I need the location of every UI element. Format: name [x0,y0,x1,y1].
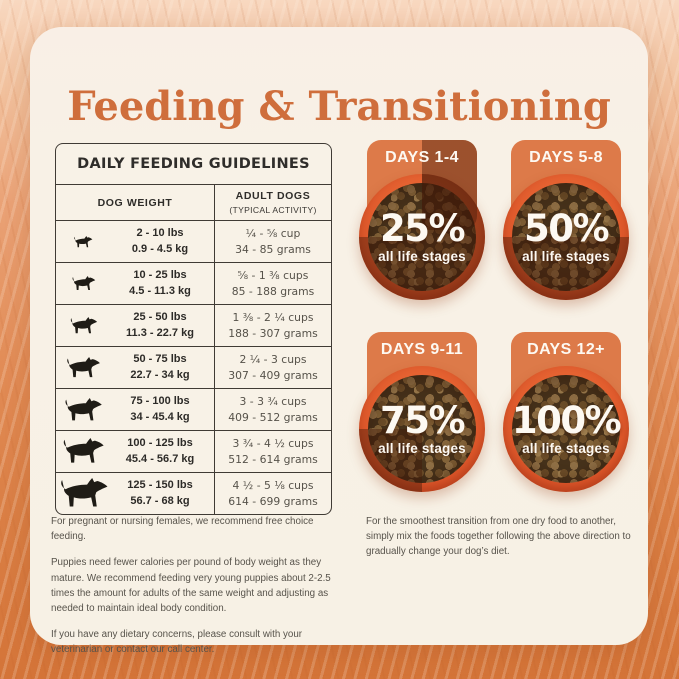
transition-step-days-9-11: DAYS 9-11 75% all life stages [352,332,492,492]
table-header-row: DOG WEIGHT ADULT DOGS (TYPICAL ACTIVITY) [56,185,331,221]
mix-caption: all life stages [522,441,610,456]
mix-percent: 75% [379,399,466,442]
table-row: 50 - 75 lbs 22.7 - 34 kg 2 ¼ - 3 cups 307 … [56,347,331,389]
weight-range: 100 - 125 lbs 45.4 - 56.7 kg [125,437,195,465]
dog-silhouette-icon [56,356,110,379]
kibble-texture [368,375,476,483]
feeding-amount: 4 ½ - 5 ⅛ cups 614 - 699 grams [228,478,318,508]
food-bowl: 75% all life stages [359,366,485,492]
table-row: 75 - 100 lbs 34 - 45.4 kg 3 - 3 ¾ cups 409… [56,389,331,431]
days-label: DAYS 9-11 [380,341,464,358]
page-title: Feeding & Transitioning [67,83,611,130]
mix-caption: all life stages [378,249,466,264]
col-header-adult-dogs-label: ADULT DOGS [235,190,311,203]
transition-step-days-5-8: DAYS 5-8 50% all life stages [496,140,636,300]
mix-caption: all life stages [378,441,466,456]
mix-percent: 50% [523,207,610,250]
weight-range: 75 - 100 lbs 34 - 45.4 kg [130,395,190,423]
weight-range: 25 - 50 lbs 11.3 - 22.7 kg [126,311,194,339]
days-label: DAYS 1-4 [385,149,459,166]
content-card: Feeding & Transitioning DAILY FEEDING GU… [30,27,648,655]
days-label: DAYS 5-8 [529,149,603,166]
weight-range: 125 - 150 lbs 56.7 - 68 kg [127,479,193,507]
feeding-guidelines-table: DAILY FEEDING GUIDELINES DOG WEIGHT ADUL… [55,143,332,515]
food-bowl: 100% all life stages [503,366,629,492]
mix-caption: all life stages [522,249,610,264]
dog-silhouette-icon [56,397,110,422]
col-header-dog-weight: DOG WEIGHT [56,185,215,220]
kibble-texture [512,375,620,483]
weight-range: 10 - 25 lbs 4.5 - 11.3 kg [129,269,191,297]
table-row: 10 - 25 lbs 4.5 - 11.3 kg ⅝ - 1 ⅜ cups 85 … [56,263,331,305]
mix-percent: 25% [379,207,466,250]
dog-silhouette-icon [56,438,110,464]
note-pregnant-nursing: For pregnant or nursing females, we reco… [51,516,314,543]
feeding-amount: 2 ¼ - 3 cups 307 - 409 grams [228,352,318,382]
table-row: 25 - 50 lbs 11.3 - 22.7 kg 1 ⅜ - 2 ¼ cups… [56,305,331,347]
feeding-amount: 3 - 3 ¾ cups 409 - 512 grams [228,394,318,424]
mix-percent: 100% [511,399,622,442]
dog-silhouette-icon [56,478,110,509]
transition-note: For the smoothest transition from one dr… [366,516,631,558]
kibble-texture [512,183,620,291]
feeding-amount: ¼ - ⅝ cup 34 - 85 grams [235,226,311,256]
feeding-amount: 1 ⅜ - 2 ¼ cups 188 - 307 grams [228,310,318,340]
note-dietary-concerns: If you have any dietary concerns, please… [51,629,303,656]
food-bowl: 25% all life stages [359,174,485,300]
kibble-texture [368,183,476,291]
weight-range: 50 - 75 lbs 22.7 - 34 kg [130,353,190,381]
note-puppies: Puppies need fewer calories per pound of… [51,557,331,614]
table-row: 2 - 10 lbs 0.9 - 4.5 kg ¼ - ⅝ cup 34 - 85 … [56,221,331,263]
feeding-amount: 3 ¾ - 4 ½ cups 512 - 614 grams [228,436,318,466]
col-header-adult-dogs: ADULT DOGS (TYPICAL ACTIVITY) [215,185,331,220]
food-bowl: 50% all life stages [503,174,629,300]
feeding-notes: For pregnant or nursing females, we reco… [51,514,351,668]
table-title: DAILY FEEDING GUIDELINES [56,144,331,185]
dog-silhouette-icon [56,235,110,248]
col-header-adult-dogs-sub: (TYPICAL ACTIVITY) [229,204,317,215]
dog-silhouette-icon [56,316,110,334]
table-row: 125 - 150 lbs 56.7 - 68 kg 4 ½ - 5 ⅛ cups… [56,473,331,514]
weight-range: 2 - 10 lbs 0.9 - 4.5 kg [131,227,189,255]
table-row: 100 - 125 lbs 45.4 - 56.7 kg 3 ¾ - 4 ½ cu… [56,431,331,473]
days-label: DAYS 12+ [527,341,605,358]
transition-step-days-12-plus: DAYS 12+ 100% all life stages [496,332,636,492]
dog-silhouette-icon [56,276,110,291]
feeding-amount: ⅝ - 1 ⅜ cups 85 - 188 grams [231,268,315,298]
transition-steps: DAYS 1-4 25% all life stages DAYS 5-8 [352,140,636,492]
transition-step-days-1-4: DAYS 1-4 25% all life stages [352,140,492,300]
